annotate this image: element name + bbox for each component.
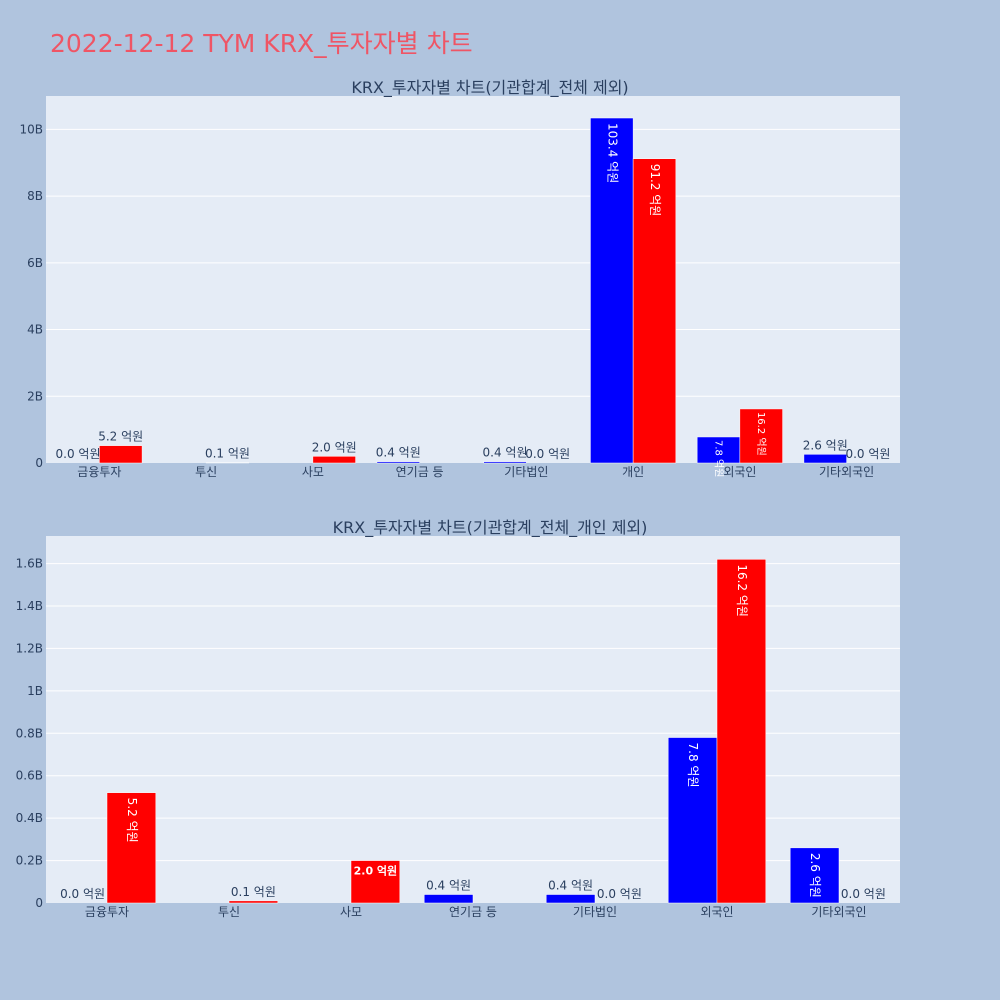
bar bbox=[106, 792, 157, 904]
y-tick-label: 0.6B bbox=[16, 769, 43, 783]
x-tick-label: 외국인 bbox=[700, 905, 733, 919]
data-label: 91.2 억원 bbox=[648, 164, 662, 217]
data-label: 2.0 억원 bbox=[354, 864, 398, 878]
bar bbox=[667, 737, 718, 904]
x-tick-label: 기타법인 bbox=[504, 465, 548, 479]
bar bbox=[483, 461, 527, 464]
x-tick-label: 연기금 등 bbox=[449, 905, 497, 919]
bar bbox=[590, 117, 634, 464]
plot-area bbox=[46, 96, 900, 463]
bar bbox=[423, 894, 474, 904]
bar bbox=[99, 445, 143, 464]
x-tick-label: 투신 bbox=[195, 465, 217, 479]
data-label: 7.8 억원 bbox=[713, 440, 725, 477]
y-tick-label: 4B bbox=[27, 323, 43, 337]
y-tick-label: 0.8B bbox=[16, 726, 43, 740]
data-label: 0.0 억원 bbox=[841, 887, 886, 901]
x-tick-label: 금융투자 bbox=[77, 465, 121, 479]
chart-top: 0 2B 4B 6B 8B 10B KRX_투자자별 차트(기관합계_전체 제외) 금융투자 투… bbox=[19, 78, 900, 479]
data-label: 5.2 억원 bbox=[98, 430, 143, 444]
x-tick-label: 기타외국인 bbox=[819, 465, 874, 479]
data-label: 16.2 억원 bbox=[755, 412, 767, 456]
data-label: 0.4 억원 bbox=[483, 446, 528, 460]
bar bbox=[632, 158, 677, 464]
y-tick-label: 0 bbox=[35, 896, 43, 910]
data-label: 2.6 억원 bbox=[808, 853, 822, 898]
y-tick-label: 0.4B bbox=[16, 811, 43, 825]
x-tick-label: 사모 bbox=[302, 465, 324, 479]
data-label: 0.1 억원 bbox=[205, 447, 250, 461]
chart-title: KRX_투자자별 차트(기관합계_전체_개인 제외) bbox=[333, 518, 648, 538]
x-tick-label: 기타외국인 bbox=[811, 905, 866, 919]
y-tick-label: 1.6B bbox=[16, 557, 43, 571]
bar bbox=[228, 900, 279, 904]
bar bbox=[716, 559, 767, 904]
y-tick-label: 10B bbox=[19, 122, 43, 136]
data-label: 16.2 억원 bbox=[735, 564, 749, 617]
data-label: 0.4 억원 bbox=[376, 446, 421, 460]
y-tick-label: 0.2B bbox=[16, 854, 43, 868]
bar bbox=[789, 847, 840, 904]
data-label: 2.0 억원 bbox=[312, 440, 357, 454]
bar bbox=[545, 894, 596, 904]
chart-title: KRX_투자자별 차트(기관합계_전체 제외) bbox=[351, 78, 628, 98]
bar bbox=[803, 454, 847, 464]
y-tick-label: 1B bbox=[27, 684, 43, 698]
data-label: 5.2 억원 bbox=[125, 798, 139, 843]
data-label: 0.4 억원 bbox=[426, 879, 471, 893]
y-tick-label: 1.2B bbox=[16, 641, 43, 655]
data-label: 0.1 억원 bbox=[231, 885, 276, 899]
y-tick-label: 8B bbox=[27, 189, 43, 203]
plot-area bbox=[46, 536, 900, 903]
y-tick-label: 6B bbox=[27, 256, 43, 270]
data-label: 0.0 억원 bbox=[60, 887, 105, 901]
bar bbox=[696, 436, 741, 464]
x-tick-label: 사모 bbox=[340, 905, 362, 919]
x-tick-label: 개인 bbox=[622, 465, 644, 479]
chart-bottom: 0 0.2B 0.4B 0.6B 0.8B 1B 1.2B 1.4B 1.6B KRX_투자자별 … bbox=[16, 518, 900, 919]
data-label: 0.0 억원 bbox=[845, 447, 890, 461]
x-tick-label: 투신 bbox=[218, 905, 240, 919]
y-tick-label: 1.4B bbox=[16, 599, 43, 613]
bar bbox=[350, 860, 401, 904]
data-label: 7.8 억원 bbox=[686, 743, 700, 788]
data-label: 0.0 억원 bbox=[597, 887, 642, 901]
data-label: 0.4 억원 bbox=[548, 879, 593, 893]
data-label: 103.4 억원 bbox=[605, 123, 619, 183]
x-tick-label: 연기금 등 bbox=[396, 465, 444, 479]
bar bbox=[376, 461, 420, 464]
bar bbox=[739, 408, 783, 464]
x-tick-label: 기타법인 bbox=[573, 905, 617, 919]
page-title: 2022-12-12 TYM KRX_투자자별 차트 bbox=[50, 29, 473, 58]
x-tick-label: 금융투자 bbox=[85, 905, 129, 919]
data-label: 2.6 억원 bbox=[803, 438, 848, 452]
y-tick-label: 2B bbox=[27, 389, 43, 403]
data-label: 0.0 억원 bbox=[56, 447, 101, 461]
x-tick-label: 외국인 bbox=[723, 465, 756, 479]
bar bbox=[312, 456, 356, 464]
data-label: 0.0 억원 bbox=[525, 447, 570, 461]
y-tick-label: 0 bbox=[35, 456, 43, 470]
